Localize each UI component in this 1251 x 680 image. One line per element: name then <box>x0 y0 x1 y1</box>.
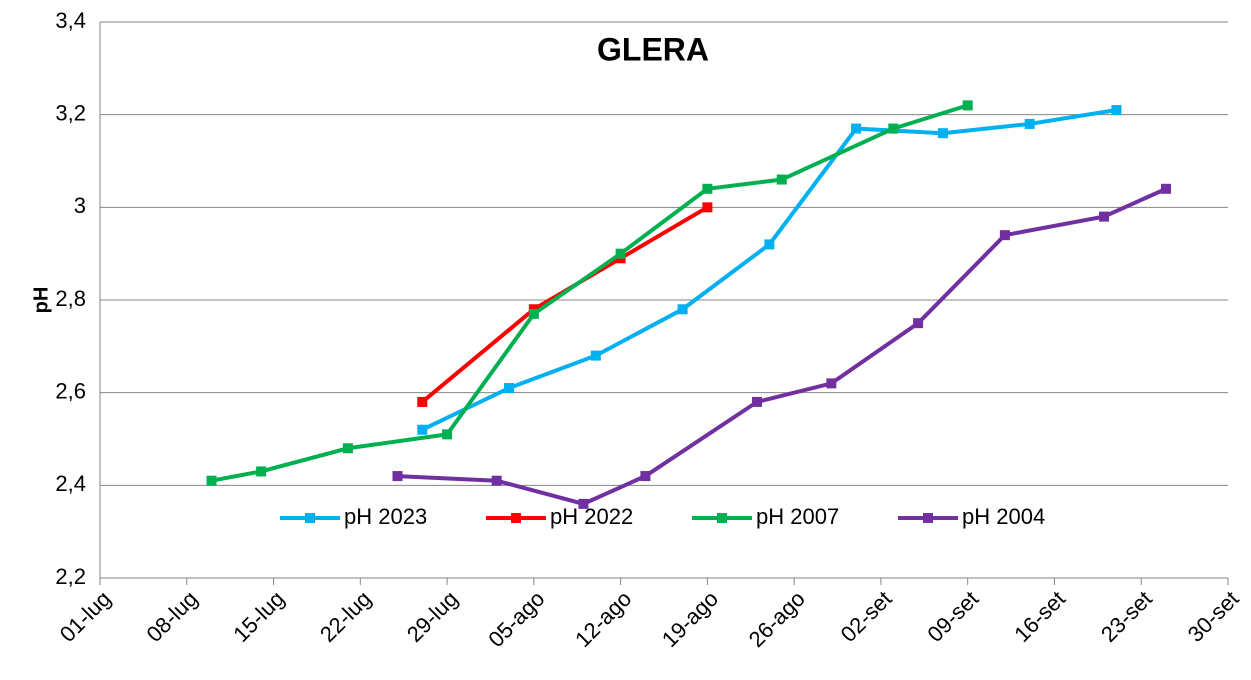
series-line <box>421 205 709 404</box>
x-tick-label: 23-set <box>1096 586 1157 647</box>
x-tick-label: 01-lug <box>55 586 116 647</box>
y-tick-label: 2,6 <box>55 378 86 403</box>
x-tick-label: 30-set <box>1183 586 1244 647</box>
marker <box>342 443 353 454</box>
series-line <box>397 186 1167 506</box>
marker <box>826 378 837 389</box>
x-tick-label: 19-ago <box>657 586 723 652</box>
x-tick-label: 09-set <box>922 586 983 647</box>
marker <box>888 123 899 134</box>
marker <box>937 128 948 139</box>
y-tick-label: 3 <box>74 193 86 218</box>
marker <box>590 350 601 361</box>
marker <box>1024 118 1035 129</box>
marker <box>417 396 428 407</box>
y-tick-label: 3,2 <box>55 100 86 125</box>
marker <box>702 202 713 213</box>
y-tick-label: 3,4 <box>55 8 86 33</box>
marker <box>776 174 787 185</box>
marker <box>615 248 626 259</box>
marker <box>578 498 589 509</box>
marker <box>702 183 713 194</box>
legend-marker <box>717 513 727 523</box>
x-tick-label: 08-lug <box>141 586 202 647</box>
marker <box>417 424 428 435</box>
legend-label: pH 2007 <box>756 504 839 529</box>
x-tick-label: 29-lug <box>402 586 463 647</box>
legend-marker <box>923 513 933 523</box>
legend-label: pH 2023 <box>344 504 427 529</box>
marker <box>851 123 862 134</box>
legend-label: pH 2004 <box>962 504 1045 529</box>
marker <box>1161 183 1172 194</box>
x-tick-label: 15-lug <box>228 586 289 647</box>
marker <box>491 475 502 486</box>
marker <box>751 396 762 407</box>
marker <box>256 466 267 477</box>
marker <box>392 471 403 482</box>
marker <box>504 383 515 394</box>
series-line <box>421 108 1117 432</box>
legend-label: pH 2022 <box>550 504 633 529</box>
x-tick-label: 05-ago <box>483 586 549 652</box>
marker <box>913 318 924 329</box>
chart-title: GLERA <box>597 31 709 67</box>
marker <box>528 308 539 319</box>
marker <box>999 230 1010 241</box>
y-axis-title: pH <box>30 287 52 314</box>
x-tick-label: 26-ago <box>744 586 810 652</box>
marker <box>206 475 217 486</box>
y-tick-label: 2,4 <box>55 471 86 496</box>
series-line <box>211 103 969 483</box>
marker <box>677 304 688 315</box>
legend-marker <box>511 513 521 523</box>
y-tick-label: 2,2 <box>55 564 86 589</box>
marker <box>442 429 453 440</box>
legend-marker <box>305 513 315 523</box>
y-tick-label: 2,8 <box>55 286 86 311</box>
x-tick-label: 22-lug <box>315 586 376 647</box>
x-tick-label: 02-set <box>836 586 897 647</box>
marker <box>1111 105 1122 116</box>
x-tick-label: 16-set <box>1009 586 1070 647</box>
marker <box>764 239 775 250</box>
marker <box>640 471 651 482</box>
x-tick-label: 12-ago <box>570 586 636 652</box>
marker <box>1099 211 1110 222</box>
marker <box>962 100 973 111</box>
